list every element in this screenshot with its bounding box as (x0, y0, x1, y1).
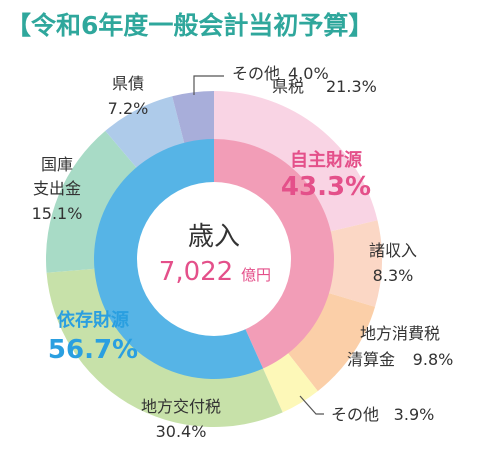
inner-segment-1 (94, 139, 264, 379)
label-chiho-shohi-1: 地方消費税 (360, 324, 440, 343)
label-jishu: 自主財源 (290, 149, 362, 171)
outer-segment-2 (285, 292, 376, 392)
outer-segment-5 (46, 130, 139, 273)
chart-title: 【令和6年度一般会計当初予算】 (6, 11, 374, 40)
inner-ring (94, 139, 335, 379)
center-label: 歳入 (188, 222, 240, 252)
label-sonota-bottom-pct: 3.9% (394, 405, 435, 424)
label-kensai: 県債 (112, 74, 144, 93)
label-shotoku-pct: 8.3% (373, 266, 414, 285)
label-kokko-2: 支出金 (33, 179, 81, 198)
label-sonota-top-pct: 4.0% (288, 64, 329, 83)
label-kokko-pct: 15.1% (32, 204, 83, 223)
label-chiho-shohi-2: 清算金 (347, 350, 395, 369)
leader-line-sonota-top (193, 75, 224, 95)
label-chiho-shohi-pct: 9.8% (413, 350, 454, 369)
outer-segment-1 (325, 220, 382, 307)
label-izon: 依存財源 (57, 309, 129, 331)
outer-segment-3 (261, 350, 318, 413)
inner-segment-0 (214, 139, 335, 369)
outer-segment-0 (214, 91, 378, 233)
label-kensai-pct: 7.2% (108, 99, 149, 118)
label-jishu-pct: 43.3% (281, 172, 371, 202)
label-kofuzei-pct: 30.4% (156, 422, 207, 441)
center-hole (137, 182, 291, 336)
label-kofuzei: 地方交付税 (141, 397, 221, 416)
label-kenzei-pct: 21.3% (326, 77, 377, 96)
outer-segment-7 (172, 91, 214, 147)
center-unit: 億円 (241, 266, 271, 284)
label-sonota-bottom: その他 (331, 405, 379, 424)
leader-line-sonota-bottom (299, 395, 324, 415)
label-shotoku: 諸収入 (369, 241, 417, 260)
label-kenzei: 県税 (272, 77, 304, 96)
label-kokko-1: 国庫 (41, 155, 73, 174)
label-sonota-top: その他 (232, 64, 280, 83)
label-izon-pct: 56.7% (48, 335, 138, 365)
center-value: 7,022 (159, 257, 233, 287)
